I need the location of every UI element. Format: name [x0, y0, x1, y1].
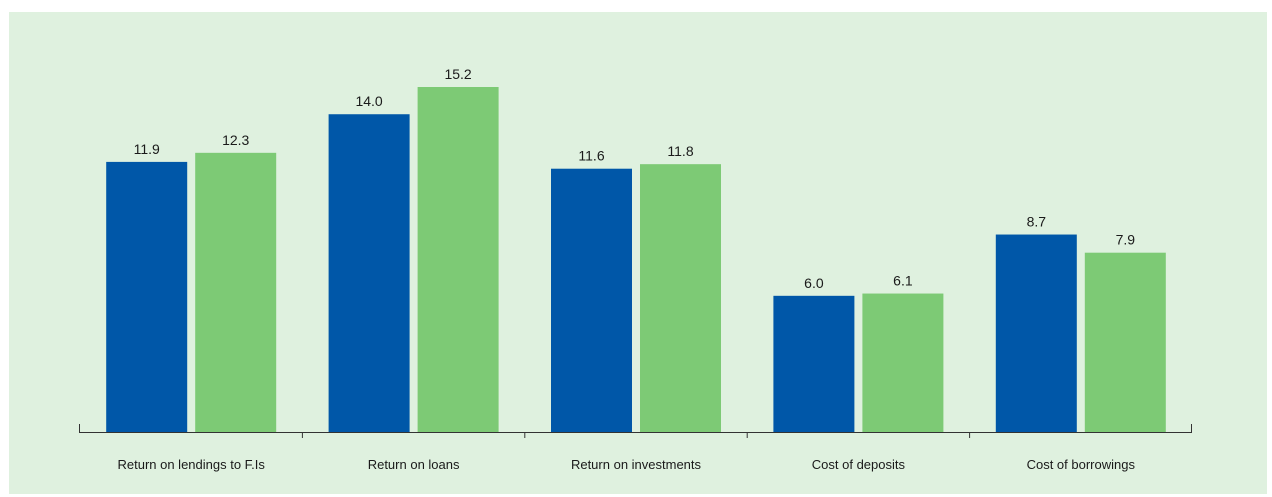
bar-series1-2	[328, 114, 410, 432]
value-label-series1-3: 11.6	[578, 148, 604, 164]
x-axis	[79, 424, 1192, 438]
value-label-series1-4: 6.0	[804, 275, 824, 291]
bar-series2-3	[640, 164, 721, 432]
category-label-3: Return on investments	[571, 457, 702, 472]
value-label-series2-4: 6.1	[893, 273, 913, 289]
bar-series1-3	[551, 168, 632, 433]
category-label-1: Return on lendings to F.Is	[117, 457, 265, 472]
category-labels-layer: Return on lendings to F.Is Return on loan…	[117, 457, 1135, 472]
value-label-series2-1: 12.3	[222, 132, 249, 148]
bar-series2-1	[195, 152, 277, 432]
bar-series1-4	[773, 295, 855, 432]
value-label-series2-2: 15.2	[444, 66, 471, 82]
bar-series1-5	[995, 234, 1077, 432]
category-label-4: Cost of deposits	[812, 457, 906, 472]
value-label-series2-5: 7.9	[1116, 232, 1136, 248]
category-label-5: Cost of borrowings	[1027, 457, 1136, 472]
value-labels-layer: 11.9 12.3 14.0 15.2 11.6 11.8 6.0 6.1 8.7 7.9	[134, 66, 1136, 291]
bar-series1-1	[106, 161, 188, 433]
value-label-series1-5: 8.7	[1027, 214, 1047, 230]
bars-layer	[106, 87, 1166, 433]
bar-series2-2	[417, 87, 499, 432]
value-label-series2-3: 11.8	[667, 143, 693, 159]
value-label-series1-1: 11.9	[134, 141, 160, 157]
bar-series2-5	[1084, 252, 1166, 432]
bar-series2-4	[862, 293, 944, 432]
value-label-series1-2: 14.0	[355, 93, 382, 109]
category-label-2: Return on loans	[368, 457, 460, 472]
